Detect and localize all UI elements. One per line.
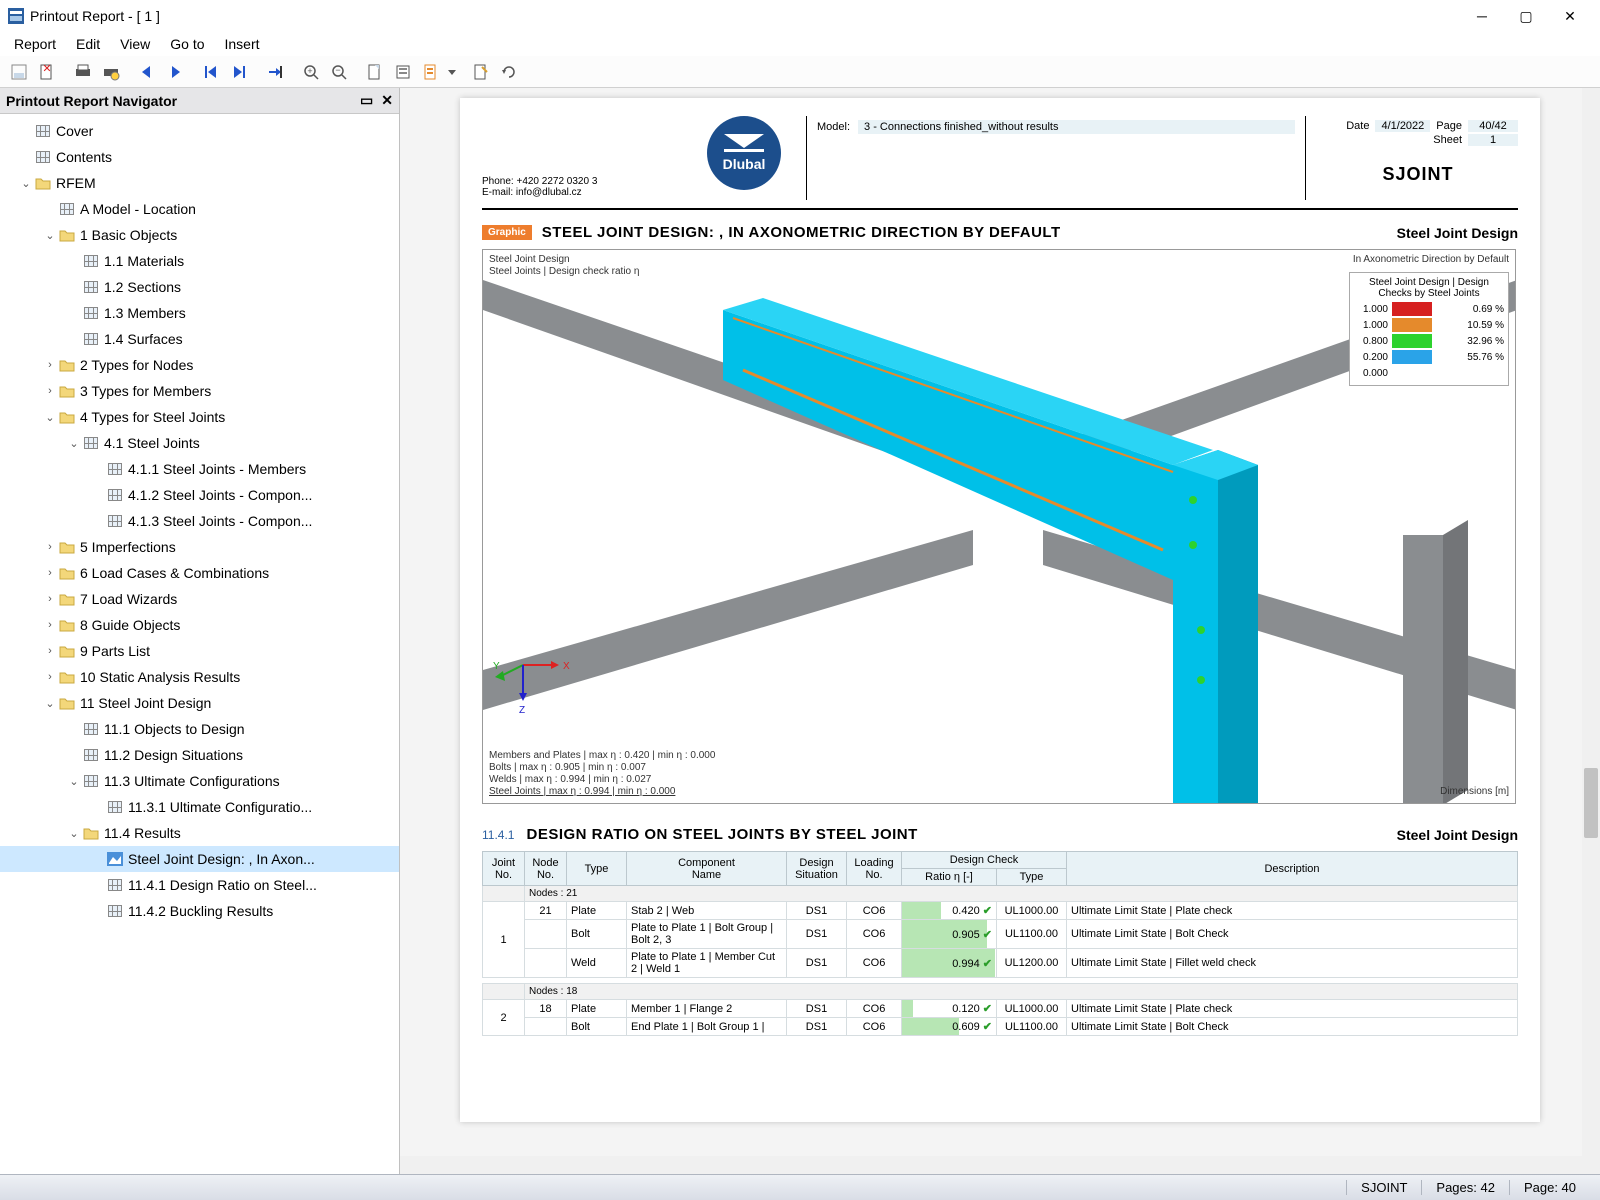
menu-insert[interactable]: Insert bbox=[215, 34, 270, 54]
status-pages: Pages: 42 bbox=[1421, 1180, 1509, 1195]
graphic-badge: Graphic bbox=[482, 225, 532, 240]
tree-item[interactable]: 1.3 Members bbox=[0, 300, 399, 326]
page-setup-icon[interactable] bbox=[362, 59, 388, 85]
edit-page-icon[interactable] bbox=[468, 59, 494, 85]
export-icon[interactable] bbox=[418, 59, 444, 85]
status-page: Page: 40 bbox=[1509, 1180, 1590, 1195]
print-icon[interactable] bbox=[70, 59, 96, 85]
title-bar: Printout Report - [ 1 ] ─ ▢ ✕ bbox=[0, 0, 1600, 32]
vertical-scrollbar[interactable] bbox=[1582, 88, 1600, 1174]
tree-item[interactable]: ›3 Types for Members bbox=[0, 378, 399, 404]
tree-item[interactable]: ›5 Imperfections bbox=[0, 534, 399, 560]
menu-goto[interactable]: Go to bbox=[160, 34, 214, 54]
status-bar: SJOINT Pages: 42 Page: 40 bbox=[0, 1174, 1600, 1200]
tree-item[interactable]: 11.2 Design Situations bbox=[0, 742, 399, 768]
selection-icon[interactable] bbox=[390, 59, 416, 85]
th-joint: JointNo. bbox=[483, 852, 525, 886]
svg-text:−: − bbox=[335, 65, 340, 75]
section2-title: DESIGN RATIO ON STEEL JOINTS BY STEEL JO… bbox=[526, 826, 1396, 843]
status-sjoint: SJOINT bbox=[1346, 1180, 1421, 1195]
toolbar: ✕ + − bbox=[0, 56, 1600, 88]
tree-item[interactable]: ⌄4 Types for Steel Joints bbox=[0, 404, 399, 430]
project-name: SJOINT bbox=[1318, 164, 1518, 185]
navigator-panel: Printout Report Navigator ▭ ✕ CoverConte… bbox=[0, 88, 400, 1174]
steel-joint-graphic: Steel Joint Design Steel Joints | Design… bbox=[482, 249, 1516, 804]
close-button[interactable]: ✕ bbox=[1548, 1, 1592, 31]
prev-page-icon[interactable] bbox=[134, 59, 160, 85]
first-page-icon[interactable] bbox=[198, 59, 224, 85]
tree-item[interactable]: 1.1 Materials bbox=[0, 248, 399, 274]
tree-item[interactable]: ›8 Guide Objects bbox=[0, 612, 399, 638]
refresh-icon[interactable] bbox=[496, 59, 522, 85]
tree-item[interactable]: ›7 Load Wizards bbox=[0, 586, 399, 612]
tree-item[interactable]: 11.4.1 Design Ratio on Steel... bbox=[0, 872, 399, 898]
legend-box: Steel Joint Design | Design Checks by St… bbox=[1349, 272, 1509, 386]
next-page-icon[interactable] bbox=[162, 59, 188, 85]
model-label: Model: bbox=[817, 121, 850, 133]
tree-item[interactable]: ⌄11.3 Ultimate Configurations bbox=[0, 768, 399, 794]
svg-text:Z: Z bbox=[519, 705, 525, 716]
close-panel-icon[interactable]: ✕ bbox=[381, 92, 393, 109]
tree-item[interactable]: 4.1.3 Steel Joints - Compon... bbox=[0, 508, 399, 534]
tree-item[interactable]: Steel Joint Design: , In Axon... bbox=[0, 846, 399, 872]
navigator-tree[interactable]: CoverContents⌄RFEMA Model - Location⌄1 B… bbox=[0, 114, 399, 1174]
delete-report-icon[interactable]: ✕ bbox=[34, 59, 60, 85]
last-page-icon[interactable] bbox=[226, 59, 252, 85]
svg-text:+: + bbox=[307, 66, 312, 76]
zoom-out-icon[interactable]: − bbox=[326, 59, 352, 85]
menu-report[interactable]: Report bbox=[4, 34, 66, 54]
menu-edit[interactable]: Edit bbox=[66, 34, 110, 54]
tree-item[interactable]: Contents bbox=[0, 144, 399, 170]
dock-icon[interactable]: ▭ bbox=[360, 92, 373, 109]
zoom-in-icon[interactable]: + bbox=[298, 59, 324, 85]
svg-text:✕: ✕ bbox=[42, 63, 51, 75]
navigator-title: Printout Report Navigator bbox=[6, 93, 177, 109]
dropdown-icon[interactable] bbox=[446, 59, 458, 85]
svg-text:X: X bbox=[563, 661, 570, 672]
tree-item[interactable]: ›10 Static Analysis Results bbox=[0, 664, 399, 690]
maximize-button[interactable]: ▢ bbox=[1504, 1, 1548, 31]
save-icon[interactable] bbox=[6, 59, 32, 85]
minimize-button[interactable]: ─ bbox=[1460, 1, 1504, 31]
dlubal-logo: Dlubal bbox=[707, 116, 781, 190]
tree-item[interactable]: 4.1.2 Steel Joints - Compon... bbox=[0, 482, 399, 508]
model-value: 3 - Connections finished_without results bbox=[858, 120, 1295, 134]
tree-item[interactable]: 11.4.2 Buckling Results bbox=[0, 898, 399, 924]
window-title: Printout Report - [ 1 ] bbox=[30, 8, 1460, 24]
tree-item[interactable]: 4.1.1 Steel Joints - Members bbox=[0, 456, 399, 482]
print-preview-icon[interactable] bbox=[98, 59, 124, 85]
design-ratio-table: JointNo. NodeNo. Type ComponentName Desi… bbox=[482, 851, 1518, 1042]
tree-item[interactable]: 1.4 Surfaces bbox=[0, 326, 399, 352]
tree-item[interactable]: ⌄11.4 Results bbox=[0, 820, 399, 846]
tree-item[interactable]: ⌄RFEM bbox=[0, 170, 399, 196]
tree-item[interactable]: ⌄1 Basic Objects bbox=[0, 222, 399, 248]
tree-item[interactable]: ⌄4.1 Steel Joints bbox=[0, 430, 399, 456]
tree-item[interactable]: ›6 Load Cases & Combinations bbox=[0, 560, 399, 586]
menu-bar: Report Edit View Go to Insert bbox=[0, 32, 1600, 56]
svg-text:Y: Y bbox=[493, 661, 500, 672]
section1-right: Steel Joint Design bbox=[1397, 225, 1518, 241]
tree-item[interactable]: ⌄11 Steel Joint Design bbox=[0, 690, 399, 716]
tree-item[interactable]: A Model - Location bbox=[0, 196, 399, 222]
tree-item[interactable]: ›2 Types for Nodes bbox=[0, 352, 399, 378]
section1-title: STEEL JOINT DESIGN: , IN AXONOMETRIC DIR… bbox=[542, 224, 1397, 241]
phone-text: Phone: +420 2272 0320 3 bbox=[482, 176, 682, 187]
app-icon bbox=[8, 8, 24, 24]
content-area: Phone: +420 2272 0320 3 E-mail: info@dlu… bbox=[400, 88, 1600, 1174]
horizontal-scrollbar[interactable] bbox=[400, 1156, 1582, 1174]
tree-item[interactable]: Cover bbox=[0, 118, 399, 144]
tree-item[interactable]: 1.2 Sections bbox=[0, 274, 399, 300]
menu-view[interactable]: View bbox=[110, 34, 160, 54]
navigator-header: Printout Report Navigator ▭ ✕ bbox=[0, 88, 399, 114]
tree-item[interactable]: 11.3.1 Ultimate Configuratio... bbox=[0, 794, 399, 820]
tree-item[interactable]: ›9 Parts List bbox=[0, 638, 399, 664]
report-page: Phone: +420 2272 0320 3 E-mail: info@dlu… bbox=[460, 98, 1540, 1122]
tree-item[interactable]: 11.1 Objects to Design bbox=[0, 716, 399, 742]
email-text: E-mail: info@dlubal.cz bbox=[482, 187, 682, 198]
jump-icon[interactable] bbox=[262, 59, 288, 85]
